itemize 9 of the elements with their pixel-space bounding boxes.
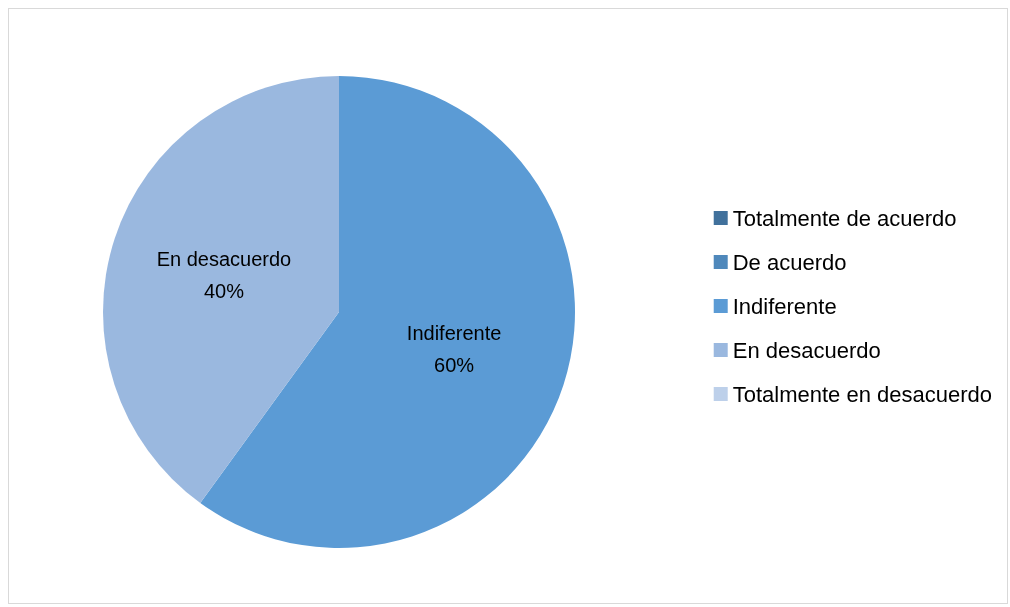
legend-label: De acuerdo (732, 249, 847, 275)
data-label: 40% (203, 279, 245, 302)
slice-label: En desacuerdo (156, 247, 292, 270)
slice-label: Indiferente (406, 322, 502, 345)
legend-label: Totalmente de acuerdo (732, 205, 957, 231)
legend-label: Totalmente en desacuerdo (732, 381, 993, 407)
legend-label: En desacuerdo (732, 337, 881, 363)
legend-label: Indiferente (732, 293, 837, 319)
data-label: 60% (434, 354, 475, 377)
